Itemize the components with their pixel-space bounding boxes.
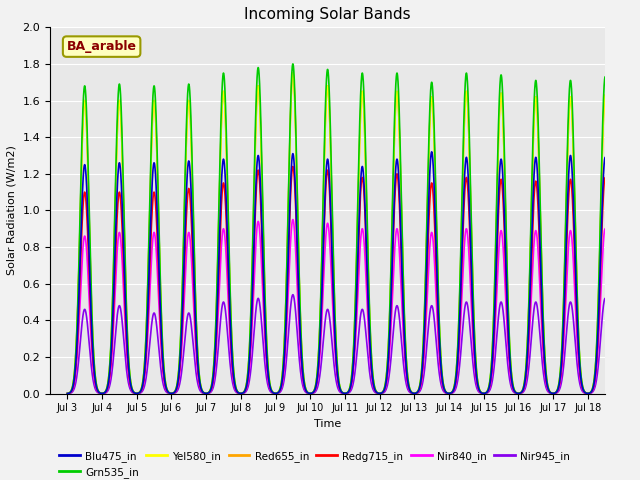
X-axis label: Time: Time [314, 419, 341, 429]
Text: BA_arable: BA_arable [67, 40, 136, 53]
Legend: Blu475_in, Grn535_in, Yel580_in, Red655_in, Redg715_in, Nir840_in, Nir945_in: Blu475_in, Grn535_in, Yel580_in, Red655_… [55, 446, 574, 480]
Title: Incoming Solar Bands: Incoming Solar Bands [244, 7, 411, 22]
Y-axis label: Solar Radiation (W/m2): Solar Radiation (W/m2) [7, 145, 17, 276]
